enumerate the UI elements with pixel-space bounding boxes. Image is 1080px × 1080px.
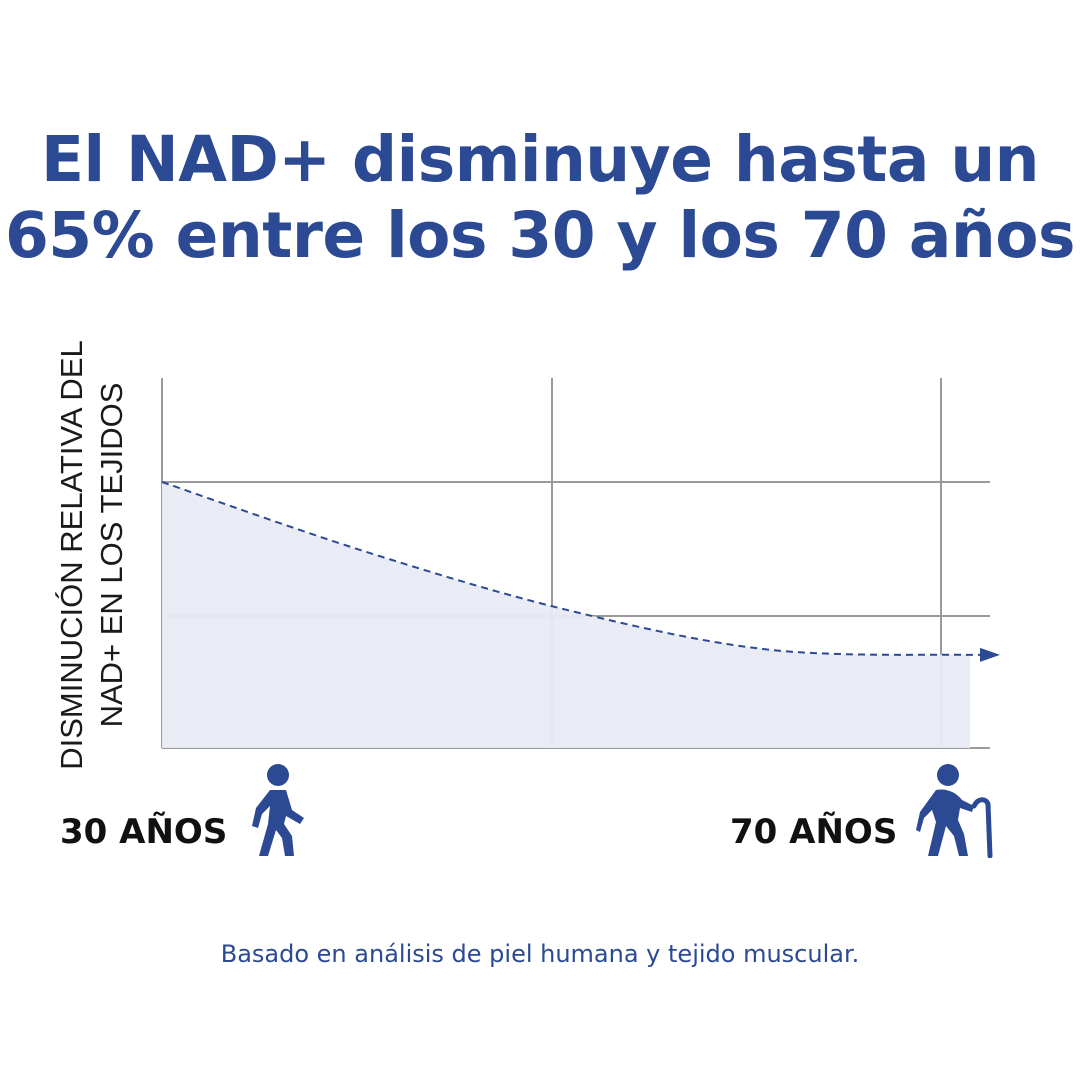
footnote: Basado en análisis de piel humana y teji… — [220, 940, 860, 968]
x-start-label: 30 AÑOS — [60, 812, 228, 852]
arrow-head-icon — [980, 647, 1000, 662]
title-line-2: 65% entre los 30 y los 70 años — [4, 199, 1076, 272]
y-axis-label-line-2: NAD+ EN LOS TEJIDOS — [94, 382, 129, 728]
x-end-label: 70 AÑOS — [730, 812, 898, 852]
decline-curve-dashed-line — [161, 481, 980, 656]
decline-area-fill — [162, 482, 970, 748]
page-title: El NAD+ disminuye hasta un 65% entre los… — [0, 122, 1080, 274]
y-axis-label: DISMINUCIÓN RELATIVA DEL NAD+ EN LOS TEJ… — [52, 330, 142, 780]
title-line-1: El NAD+ disminuye hasta un — [40, 123, 1040, 196]
elderly-person-with-cane-icon — [916, 762, 994, 863]
y-axis-label-line-1: DISMINUCIÓN RELATIVA DEL — [54, 340, 89, 770]
person-walking-icon — [252, 762, 308, 863]
